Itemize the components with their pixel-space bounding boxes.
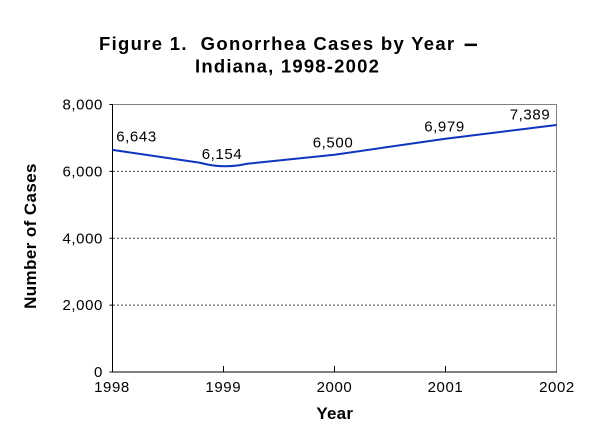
svg-text:1998: 1998 bbox=[94, 379, 130, 396]
svg-text:Number of Cases: Number of Cases bbox=[21, 163, 40, 309]
svg-text:7,389: 7,389 bbox=[510, 107, 551, 124]
svg-text:2001: 2001 bbox=[428, 379, 464, 396]
svg-text:1999: 1999 bbox=[205, 379, 241, 396]
svg-text:6,154: 6,154 bbox=[202, 146, 243, 163]
svg-text:6,000: 6,000 bbox=[62, 163, 103, 180]
svg-text:0: 0 bbox=[94, 364, 103, 381]
svg-text:8,000: 8,000 bbox=[62, 97, 103, 114]
svg-text:6,643: 6,643 bbox=[116, 129, 157, 146]
svg-text:2,000: 2,000 bbox=[62, 297, 103, 314]
svg-text:2002: 2002 bbox=[539, 379, 575, 396]
svg-text:Year: Year bbox=[316, 404, 353, 423]
svg-text:4,000: 4,000 bbox=[62, 230, 103, 247]
svg-text:6,500: 6,500 bbox=[313, 134, 354, 151]
svg-text:2000: 2000 bbox=[317, 379, 353, 396]
svg-text:6,979: 6,979 bbox=[424, 119, 465, 136]
svg-text:Indiana, 1998-2002: Indiana, 1998-2002 bbox=[195, 55, 380, 76]
svg-text:Figure 1. Gonorrhea Cases by: Figure 1. Gonorrhea Cases by Year bbox=[99, 33, 455, 54]
